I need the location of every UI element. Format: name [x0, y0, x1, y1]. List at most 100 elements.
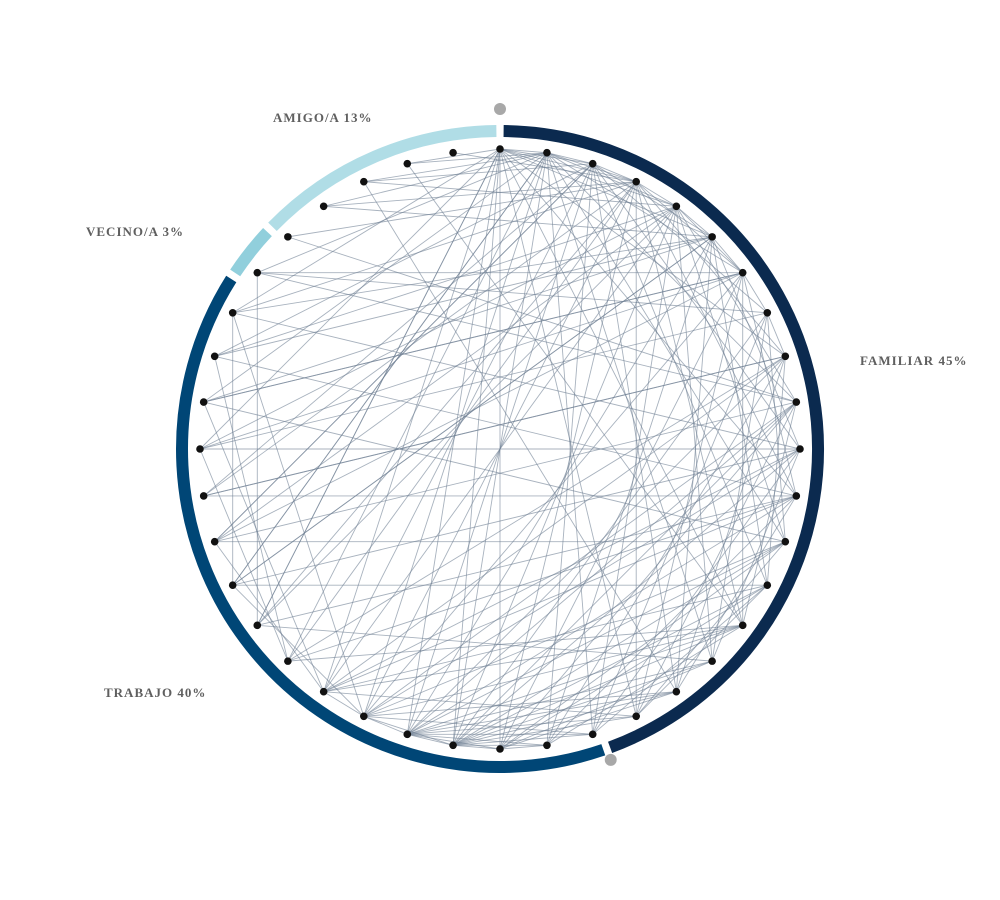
link-line — [499, 744, 547, 750]
link-line — [203, 355, 786, 497]
node-point — [253, 268, 262, 277]
link-line — [363, 163, 593, 183]
link-line — [363, 152, 548, 717]
link-line — [407, 691, 677, 735]
link-line — [323, 181, 637, 207]
node-point — [360, 712, 368, 721]
link-line — [287, 355, 786, 662]
node-point — [360, 177, 368, 186]
link-line — [546, 152, 797, 403]
link-line — [232, 181, 637, 314]
link-line — [257, 272, 768, 314]
node-point — [632, 712, 640, 721]
link-line — [407, 660, 713, 735]
link-line — [406, 401, 797, 735]
link-line — [407, 624, 743, 735]
link-line — [232, 148, 501, 314]
link-line — [323, 205, 713, 238]
node-point — [792, 492, 801, 500]
node-point — [792, 398, 801, 406]
node-point — [543, 148, 551, 157]
link-line — [363, 272, 744, 717]
link-line — [406, 355, 786, 735]
node-point — [496, 145, 504, 153]
node-point — [708, 657, 716, 665]
link-line — [675, 206, 713, 662]
link-line — [453, 744, 501, 750]
link-line — [406, 163, 744, 626]
link-line — [203, 401, 325, 692]
link-line — [592, 448, 801, 735]
node-point — [738, 268, 747, 277]
node-point — [763, 309, 772, 317]
link-line — [256, 181, 637, 626]
link-line — [214, 356, 289, 662]
link-line — [363, 181, 677, 207]
link-line — [199, 148, 501, 450]
link-line — [203, 163, 594, 497]
link-line — [635, 401, 797, 717]
node-point — [319, 202, 328, 211]
segment-label-amigo: AMIGO/A 13% — [273, 110, 373, 125]
link-line — [199, 205, 677, 450]
link-line — [675, 206, 786, 542]
node-point — [672, 202, 681, 211]
link-line — [675, 495, 797, 692]
link-line — [203, 181, 637, 497]
link-line — [711, 236, 744, 273]
node-point — [403, 730, 412, 739]
segment-arc-familiar — [503, 125, 824, 753]
link-line — [199, 272, 743, 450]
link-line — [407, 495, 797, 735]
link-line — [323, 584, 768, 693]
link-line — [214, 401, 797, 543]
link-line — [199, 448, 289, 662]
link-line — [407, 541, 786, 735]
link-line — [323, 163, 594, 692]
link-line — [592, 163, 768, 314]
link-line — [323, 355, 786, 693]
link-line — [635, 181, 797, 497]
link-line — [323, 691, 637, 717]
node-point — [543, 741, 551, 750]
node-point — [496, 745, 504, 753]
link-line — [499, 181, 637, 750]
link-line — [203, 236, 713, 403]
link-line — [363, 152, 548, 183]
link-line — [675, 236, 713, 692]
node-point — [210, 352, 219, 361]
link-line — [453, 733, 593, 746]
link-line — [406, 236, 713, 735]
boundary-markers — [494, 103, 617, 766]
link-line — [499, 401, 797, 750]
link-line — [499, 148, 713, 238]
link-line — [199, 312, 768, 450]
segment-arcs — [176, 125, 824, 773]
link-line — [452, 624, 743, 746]
link-line — [635, 272, 744, 717]
link-line — [766, 356, 786, 586]
link-line — [214, 205, 677, 543]
segment-label-vecino: VECINO/A 3% — [86, 224, 185, 239]
link-lines — [199, 148, 801, 750]
node-points — [196, 145, 804, 753]
link-line — [232, 584, 365, 717]
link-line — [452, 691, 677, 746]
link-line — [214, 236, 713, 357]
link-line — [203, 401, 786, 543]
link-line — [766, 312, 786, 542]
segment-arc-amigo — [268, 125, 497, 232]
link-line — [323, 495, 797, 693]
link-line — [592, 163, 801, 450]
link-line — [546, 152, 713, 662]
node-point — [403, 159, 412, 168]
link-line — [592, 163, 677, 692]
link-line — [499, 584, 768, 750]
link-line — [675, 356, 786, 692]
link-line — [323, 148, 501, 692]
link-line — [287, 152, 548, 662]
link-line — [323, 448, 801, 693]
link-line — [546, 152, 593, 165]
link-line — [766, 312, 786, 357]
